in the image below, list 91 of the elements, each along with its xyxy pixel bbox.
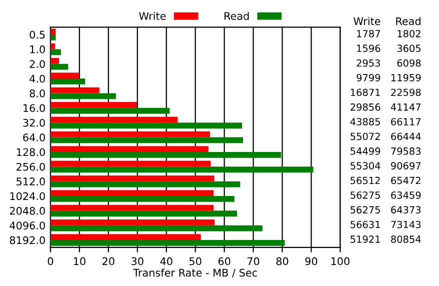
bar (50, 240, 285, 246)
text: 65472 (391, 176, 420, 184)
bar (50, 28, 56, 35)
bar (50, 160, 211, 167)
bar (50, 34, 56, 40)
x-tick-label: 90 (305, 257, 318, 266)
text: 56631 (350, 220, 380, 228)
bar (50, 137, 243, 144)
x-axis-title: Transfer Rate - MB / Sec (133, 268, 257, 278)
text: 56275 (350, 206, 380, 214)
x-tick-label: 20 (102, 257, 114, 266)
text: 56512 (350, 176, 380, 184)
text: 6098 (397, 59, 421, 67)
bar (50, 181, 240, 188)
y-tick-label: 8.0 (30, 89, 45, 98)
bar (50, 116, 178, 123)
text: 2953 (356, 59, 380, 67)
text: 66444 (391, 132, 421, 140)
text: 55304 (350, 162, 380, 170)
text: 1787 (357, 30, 380, 38)
bar (50, 175, 214, 182)
bar (50, 87, 100, 94)
text: 9799 (356, 74, 380, 82)
y-tick-label: 128.0 (16, 148, 45, 156)
y-tick-label: 2.0 (30, 60, 45, 68)
bar (50, 102, 137, 108)
y-tick-label: 256.0 (16, 162, 45, 171)
y-tick-label: 16.0 (24, 104, 45, 112)
x-tick-label: 50 (190, 257, 202, 266)
bar (50, 190, 214, 196)
bar (50, 131, 210, 138)
x-tick-label: 100 (331, 257, 350, 266)
text: 56275 (350, 191, 380, 199)
y-tick-label: 8192.0 (10, 236, 45, 244)
text: 51921 (350, 236, 380, 243)
bar (50, 234, 201, 240)
text: Read (396, 17, 420, 26)
bar (50, 108, 170, 114)
y-tick-label: 4096.0 (10, 222, 45, 230)
text: 80854 (391, 236, 421, 243)
bar (50, 152, 282, 158)
bar (50, 196, 234, 202)
bar (50, 64, 68, 70)
y-tick-label: 512.0 (16, 178, 45, 186)
y-tick-label: 1024.0 (10, 192, 45, 200)
bar (50, 219, 215, 226)
y-tick-label: 0.5 (30, 30, 45, 39)
bar (50, 225, 262, 232)
bar (50, 49, 61, 56)
x-tick-label: 0 (48, 257, 54, 266)
text: 73143 (391, 220, 421, 228)
y-tick-label: 2048.0 (10, 206, 45, 215)
text: 1802 (398, 30, 420, 38)
bar (50, 58, 60, 64)
text: 66117 (391, 118, 421, 126)
text: 43885 (350, 118, 380, 126)
legend-label: Write (139, 12, 166, 20)
bar (50, 204, 214, 211)
x-tick-label: 10 (74, 257, 86, 266)
x-tick-label: 60 (218, 257, 230, 266)
bar (50, 210, 237, 217)
y-tick-label: 64.0 (23, 134, 45, 142)
text: 63459 (391, 191, 421, 199)
text: 79583 (391, 147, 421, 155)
y-tick-label: 4.0 (30, 74, 45, 83)
bar (50, 122, 242, 128)
x-tick-label: 30 (132, 257, 144, 266)
text: Write (354, 17, 380, 26)
bar (50, 78, 86, 84)
x-tick-label: 80 (276, 257, 288, 266)
text: 55072 (350, 132, 380, 140)
y-tick-label: 32.0 (23, 118, 45, 127)
x-tick-label: 40 (160, 257, 172, 266)
text: 1596 (357, 44, 380, 52)
text: 29856 (350, 103, 380, 111)
bar (50, 166, 314, 173)
bar (50, 43, 56, 50)
bar (50, 72, 79, 79)
bar (50, 93, 116, 100)
text: 90697 (391, 162, 421, 170)
text: 41147 (390, 104, 421, 111)
x-tick-label: 70 (248, 257, 260, 266)
text: 64373 (391, 206, 421, 214)
text: 22598 (391, 88, 421, 96)
bar (50, 146, 208, 152)
y-tick-label: 1.0 (30, 45, 45, 54)
legend-label: Read (224, 12, 249, 20)
text: 16871 (350, 88, 380, 96)
text: 3605 (397, 44, 420, 52)
text: 54499 (350, 147, 380, 155)
text: 11959 (391, 74, 421, 82)
